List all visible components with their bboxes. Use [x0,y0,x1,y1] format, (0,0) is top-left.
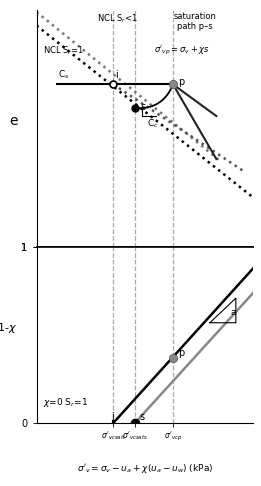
Text: i: i [111,412,114,422]
X-axis label: $\sigma'_v=\sigma_v - u_a + \chi(u_a - u_w)$ (kPa): $\sigma'_v=\sigma_v - u_a + \chi(u_a - u… [77,462,213,475]
Text: p: p [179,77,185,87]
Text: s: s [139,412,145,422]
Text: a: a [230,309,236,317]
Text: i: i [116,70,118,80]
Text: NCL S$_r$<1: NCL S$_r$<1 [97,13,138,25]
Text: NCL S$_r$=1: NCL S$_r$=1 [43,44,84,57]
Text: C$_c$: C$_c$ [147,118,159,130]
Text: saturation
path p–s: saturation path p–s [173,12,216,32]
Text: s: s [140,102,146,112]
Text: $\chi$=0 S$_r$=1: $\chi$=0 S$_r$=1 [43,396,88,409]
Y-axis label: e: e [9,115,17,128]
Text: C$_s$: C$_s$ [58,69,70,81]
Y-axis label: 1-$\chi$: 1-$\chi$ [0,321,17,335]
Text: $\sigma'_{vp} = \sigma_v + \chi s$: $\sigma'_{vp} = \sigma_v + \chi s$ [154,44,210,57]
Text: p: p [179,348,185,358]
